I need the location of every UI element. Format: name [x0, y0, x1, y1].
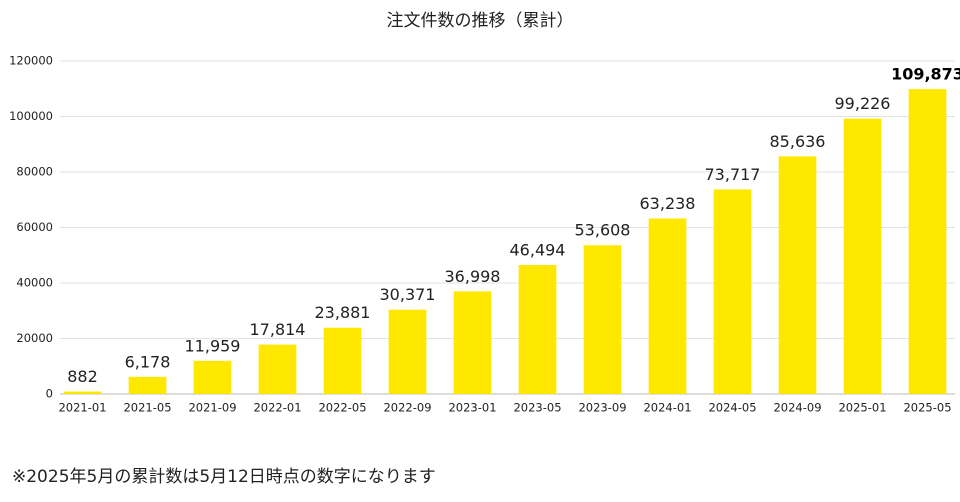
bar: [518, 264, 557, 394]
bar: [713, 189, 752, 394]
bar: [453, 291, 492, 394]
x-tick-label: 2025-01: [838, 401, 886, 415]
value-label: 6,178: [125, 352, 171, 371]
value-label: 53,608: [575, 221, 631, 240]
bar: [128, 376, 167, 394]
bar: [323, 327, 362, 394]
x-tick-label: 2021-01: [58, 401, 106, 415]
x-tick-label: 2023-01: [448, 401, 496, 415]
x-tick-label: 2024-09: [773, 401, 821, 415]
value-label: 17,814: [250, 320, 306, 339]
value-label: 36,998: [445, 267, 501, 286]
value-label: 63,238: [640, 194, 696, 213]
y-tick-label: 20000: [16, 331, 53, 345]
y-tick-label: 0: [46, 387, 53, 401]
value-label: 109,873: [891, 65, 960, 84]
x-tick-label: 2022-01: [253, 401, 301, 415]
y-tick-label: 60000: [16, 220, 53, 234]
bar: [258, 344, 297, 394]
x-tick-label: 2024-05: [708, 401, 756, 415]
x-tick-label: 2021-09: [188, 401, 236, 415]
bar: [648, 218, 687, 394]
y-tick-label: 40000: [16, 276, 53, 290]
value-label: 85,636: [770, 132, 826, 151]
bar: [843, 118, 882, 394]
value-label: 882: [67, 367, 98, 386]
bar: [193, 360, 232, 394]
bar: [63, 391, 102, 394]
bar: [778, 156, 817, 394]
x-tick-label: 2023-09: [578, 401, 626, 415]
y-tick-label: 100000: [9, 109, 53, 123]
x-tick-label: 2021-05: [123, 401, 171, 415]
value-label: 99,226: [835, 94, 891, 113]
footnote: ※2025年5月の累計数は5月12日時点の数字になります: [12, 467, 436, 487]
value-label: 46,494: [510, 240, 566, 259]
value-label: 11,959: [185, 336, 241, 355]
bar: [583, 245, 622, 394]
chart-title: 注文件数の推移（累計）: [387, 11, 574, 31]
value-label: 30,371: [380, 285, 436, 304]
x-tick-label: 2022-05: [318, 401, 366, 415]
bar: [388, 309, 427, 394]
bar: [908, 89, 947, 395]
x-tick-label: 2023-05: [513, 401, 561, 415]
value-label: 73,717: [705, 165, 761, 184]
x-tick-label: 2025-05: [903, 401, 951, 415]
x-tick-label: 2022-09: [383, 401, 431, 415]
x-tick-label: 2024-01: [643, 401, 691, 415]
y-tick-label: 80000: [16, 165, 53, 179]
y-tick-label: 120000: [9, 54, 53, 68]
value-label: 23,881: [315, 303, 371, 322]
